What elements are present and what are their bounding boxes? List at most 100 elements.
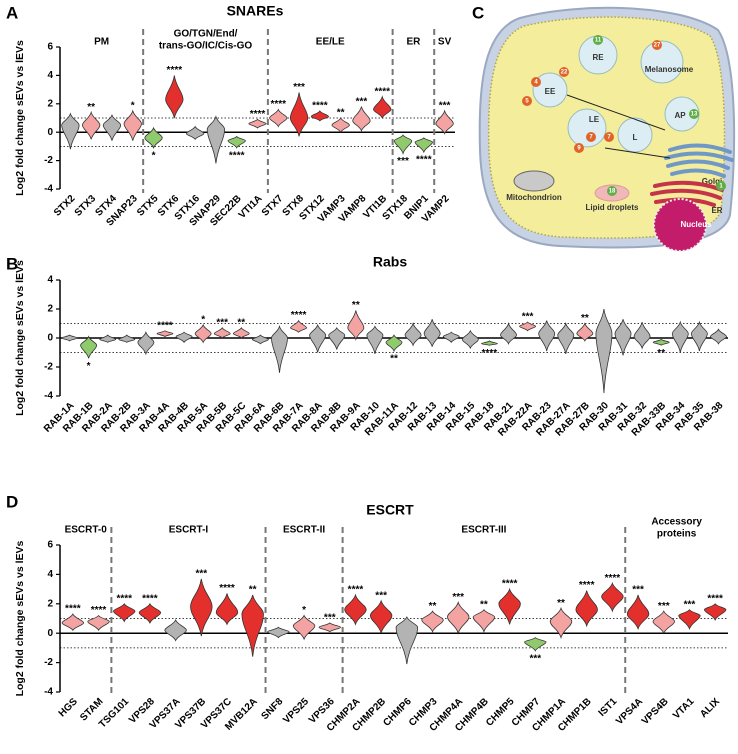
melanosome-label: Melanosome [645, 65, 694, 74]
violin [442, 331, 460, 344]
group-label: ESCRT-III [461, 525, 506, 536]
group-label: GO/TGN/End/ [174, 29, 238, 40]
violin [373, 95, 392, 120]
y-tick-label: 4 [47, 70, 53, 81]
arrow [566, 94, 671, 159]
violin [61, 613, 85, 632]
badge [586, 132, 596, 142]
re-label: RE [592, 53, 604, 62]
significance: *** [356, 96, 368, 107]
panel-title: ESCRT [366, 502, 414, 518]
badge-label: 13 [691, 112, 698, 118]
violin [269, 108, 288, 128]
badge-label: 11 [595, 38, 602, 44]
violin [289, 92, 309, 137]
violin [500, 322, 517, 345]
violin [595, 308, 613, 394]
violin [292, 614, 316, 641]
significance: *** [522, 312, 534, 323]
mitochondrion [513, 170, 555, 192]
er-label: ER [711, 206, 722, 215]
y-tick-label: 6 [47, 42, 53, 53]
y-tick-label: 2 [47, 98, 53, 109]
y-tick-label: 0 [47, 127, 53, 138]
badge-label: 18 [609, 189, 616, 195]
significance: * [302, 605, 306, 616]
violin [331, 117, 350, 134]
y-tick-label: 6 [47, 540, 53, 551]
badge [689, 109, 699, 119]
badge-label: 4 [534, 80, 538, 86]
violin [61, 334, 78, 342]
significance: *** [684, 599, 696, 610]
x-tick-label: VTI1A [237, 193, 265, 221]
significance: *** [452, 592, 464, 603]
significance: **** [65, 604, 81, 615]
significance: **** [605, 573, 621, 584]
x-tick-label: VPS4A [614, 696, 645, 727]
violin [549, 606, 573, 640]
group-label: EE/LE [316, 37, 345, 48]
badge-label: 27 [654, 43, 661, 49]
violin [137, 330, 155, 356]
violin [123, 109, 142, 141]
violin [61, 112, 80, 150]
significance: ** [657, 348, 665, 359]
violin [328, 326, 346, 350]
x-tick-label: ALIX [698, 696, 722, 720]
melanosome [640, 40, 684, 84]
significance: **** [91, 605, 107, 616]
panel-letter: C [472, 3, 484, 22]
violin [366, 325, 384, 355]
significance: ** [557, 598, 565, 609]
group-label: ESCRT-II [283, 525, 325, 536]
significance: *** [324, 613, 336, 624]
panel-title: Rabs [373, 254, 407, 270]
golgi-label: Golgi [702, 177, 722, 186]
violin [524, 637, 547, 652]
violin [206, 115, 226, 164]
violin [710, 328, 727, 345]
violin [423, 319, 441, 347]
significance: *** [632, 585, 644, 596]
significance: **** [271, 99, 287, 110]
y-axis-label: Log2 fold change sEVs vs lEVs [14, 260, 26, 416]
significance: **** [229, 150, 245, 161]
violin [156, 330, 174, 338]
significance: * [201, 315, 205, 326]
x-tick-label: HGS [57, 696, 80, 719]
significance: * [131, 101, 135, 112]
x-tick-label: VPS25 [281, 696, 311, 726]
significance: **** [157, 320, 173, 331]
x-tick-label: IST1 [597, 696, 620, 719]
violin [267, 626, 290, 639]
panel: D ESCRT Log2 fold change sEVs vs lEVs -4 -2 0… [6, 492, 728, 734]
violin [347, 310, 365, 341]
badge [652, 40, 662, 50]
significance: **** [219, 583, 235, 594]
significance: *** [216, 317, 228, 328]
violin [248, 118, 267, 129]
lysosome [617, 117, 653, 153]
group-label: SV [438, 37, 452, 48]
violin [165, 75, 184, 119]
violin [601, 581, 624, 613]
violin [626, 594, 650, 631]
badge-label: 7 [589, 135, 593, 141]
violin [519, 321, 537, 332]
violin [87, 614, 110, 632]
significance: **** [116, 593, 132, 604]
significance: *** [529, 653, 541, 664]
violin [251, 334, 269, 345]
significance: ** [237, 317, 245, 328]
badge [574, 143, 584, 153]
significance: ** [581, 313, 589, 324]
significance: **** [167, 65, 183, 76]
y-tick-label: -4 [44, 687, 53, 698]
y-tick-label: 2 [47, 598, 53, 609]
violin [652, 610, 675, 635]
y-tick-label: -2 [44, 155, 53, 166]
y-axis-label: Log2 fold change sEVs vs lEVs [14, 40, 26, 196]
violin [614, 319, 632, 356]
violin [690, 320, 708, 352]
